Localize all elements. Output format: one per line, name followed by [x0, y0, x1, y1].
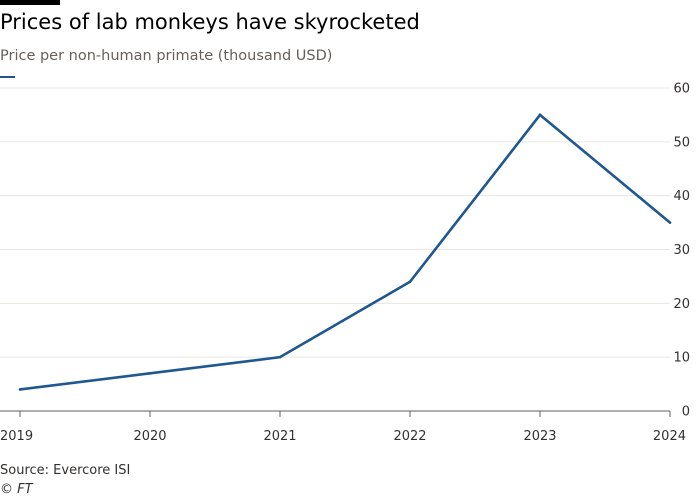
x-tick-label: 2022 — [393, 429, 426, 444]
y-tick-label: 50 — [673, 135, 690, 150]
data-point — [18, 388, 22, 391]
x-tick-label: 2021 — [263, 429, 296, 444]
y-tick-label: 0 — [682, 405, 690, 420]
x-tick-label: 2019 — [0, 429, 33, 444]
y-tick-label: 20 — [673, 297, 690, 312]
ft-credit: © FT — [0, 482, 33, 497]
series-line — [19, 113, 671, 391]
data-point — [278, 355, 282, 359]
legend-line-swatch — [0, 76, 15, 78]
y-tick-label: 60 — [673, 82, 690, 97]
chart-subtitle: Price per non-human primate (thousand US… — [0, 48, 333, 64]
y-tick-label: 40 — [673, 189, 690, 204]
x-tick-label: 2023 — [523, 429, 556, 444]
x-tick-label: 2024 — [653, 429, 686, 444]
data-point — [668, 221, 672, 224]
y-tick-labels: 0 10 20 30 40 50 60 — [673, 82, 690, 420]
data-point — [538, 113, 542, 117]
x-tick-label: 2020 — [133, 429, 166, 444]
data-point — [408, 280, 412, 284]
gridlines — [0, 87, 670, 412]
x-axis-ticks — [19, 411, 671, 417]
data-point — [148, 372, 152, 375]
chart-title: Prices of lab monkeys have skyrocketed — [0, 10, 420, 34]
source-note: Source: Evercore ISI — [0, 463, 131, 478]
y-tick-label: 30 — [673, 243, 690, 258]
y-tick-label: 10 — [673, 351, 690, 366]
ft-brand-bar — [0, 0, 60, 5]
line-chart: 0 10 20 30 40 50 60 2019 2020 2021 2022 2023 2024 — [0, 82, 690, 444]
x-tick-labels: 2019 2020 2021 2022 2023 2024 — [0, 429, 686, 444]
data-series — [18, 113, 672, 391]
